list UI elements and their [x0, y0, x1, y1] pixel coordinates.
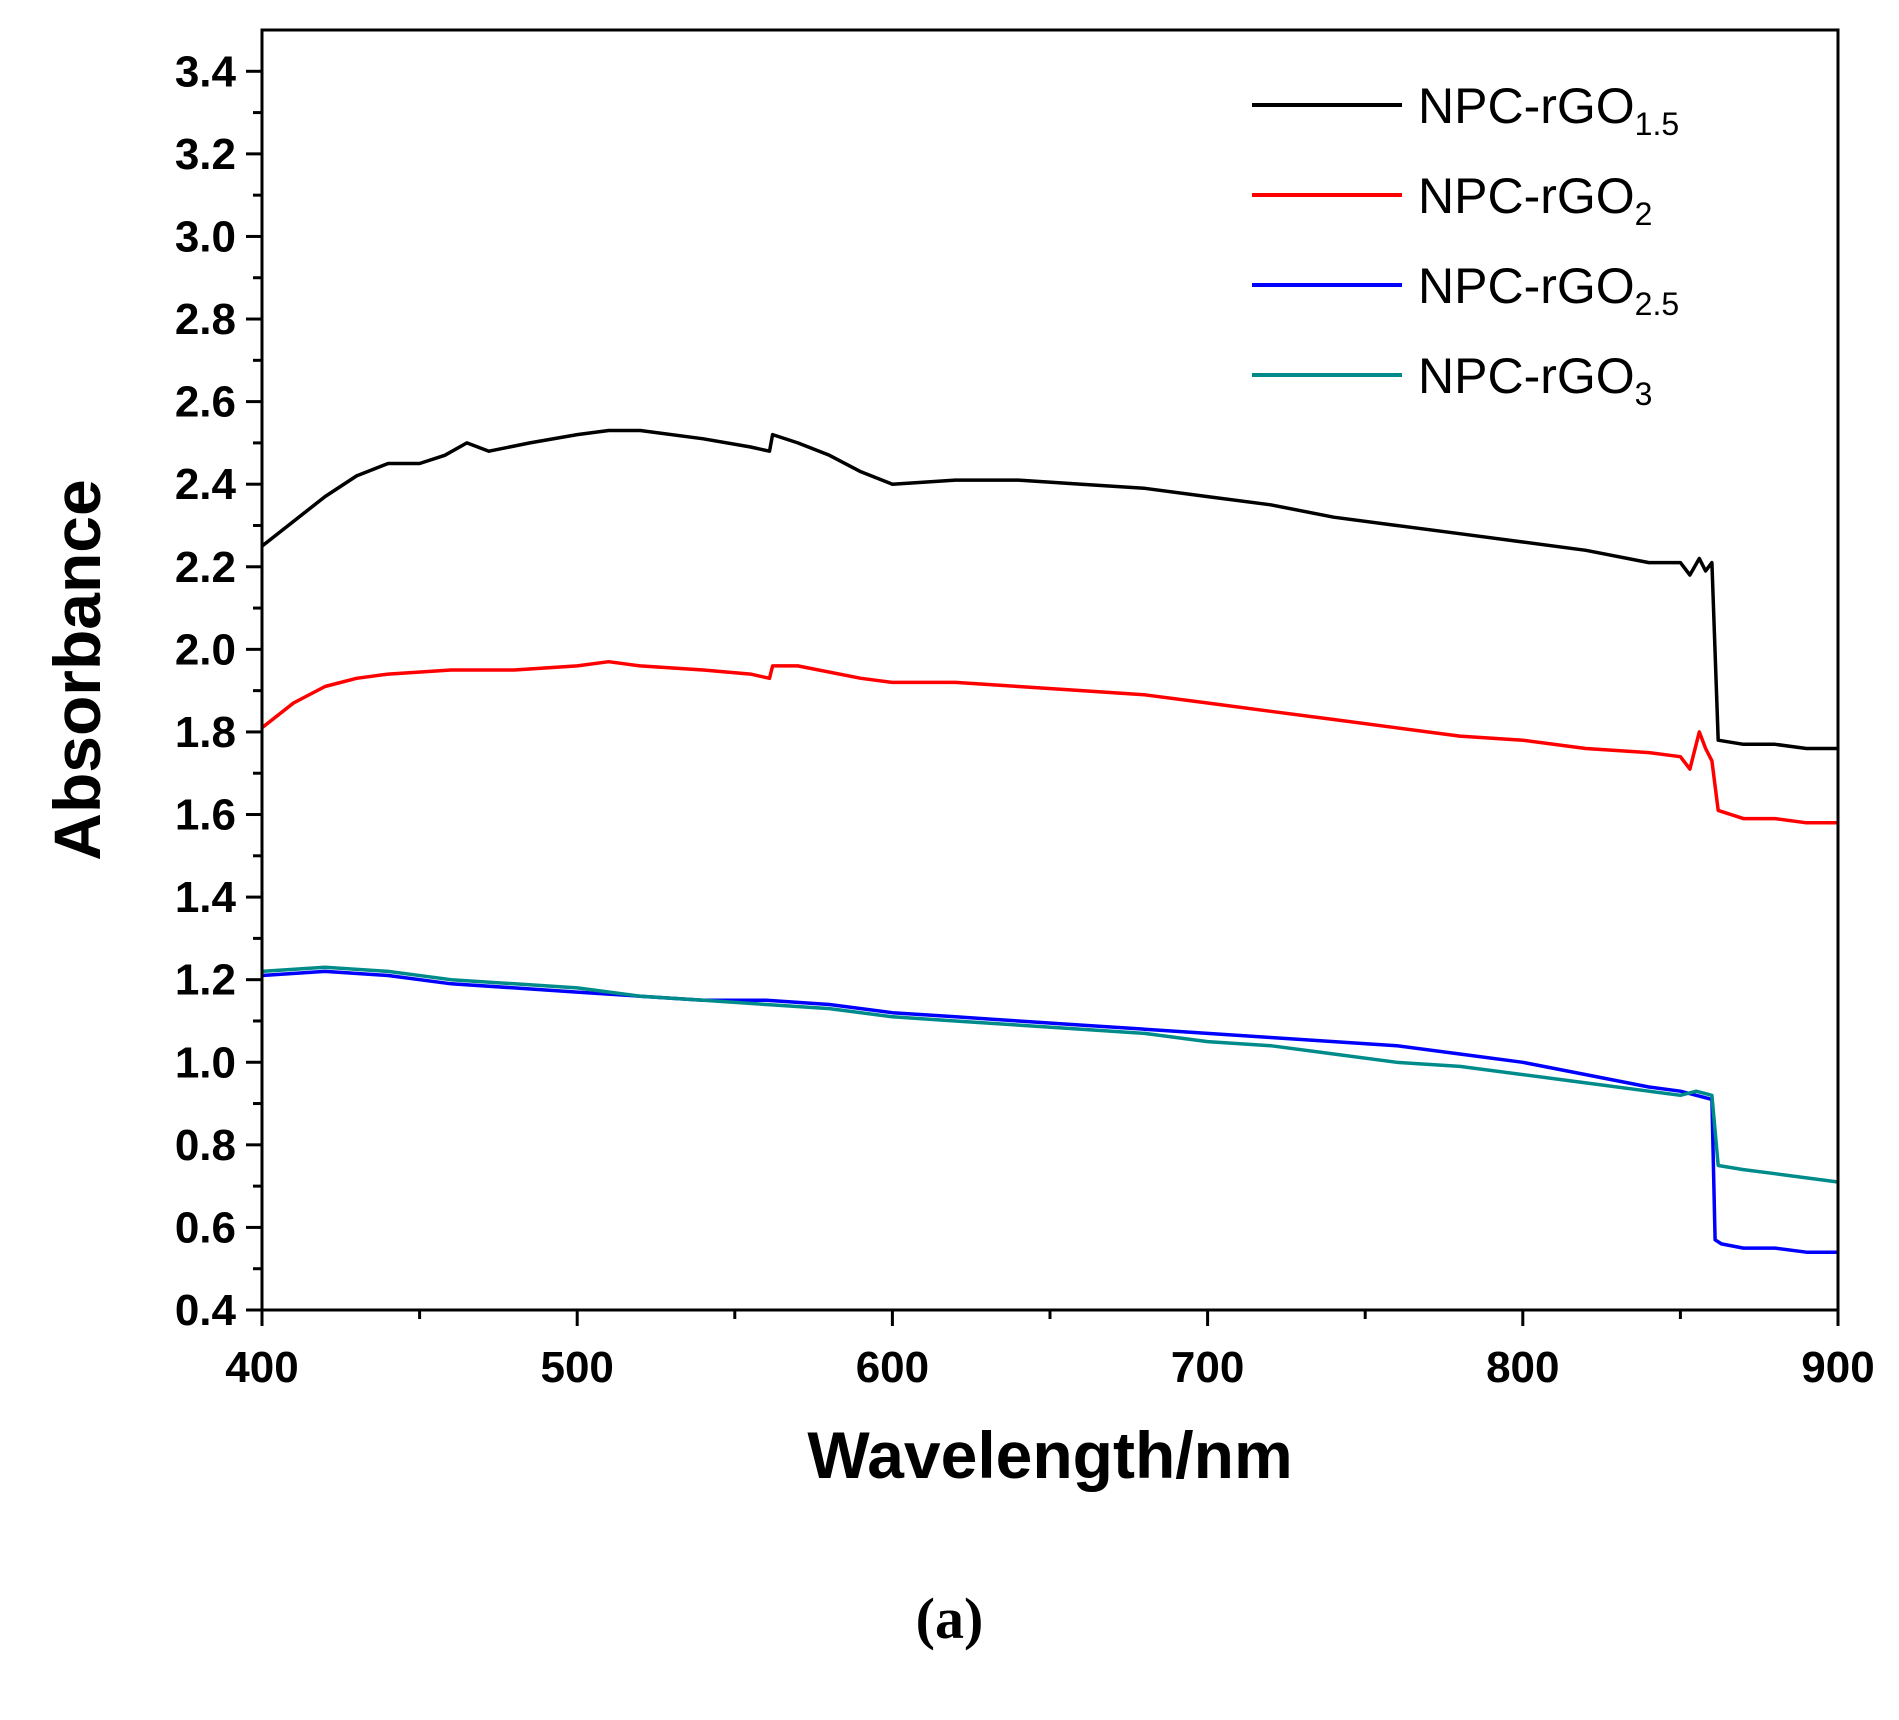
- panel-label: (a): [0, 1585, 1899, 1652]
- legend-label: NPC-rGO2: [1418, 168, 1652, 232]
- y-tick-label: 3.0: [175, 212, 236, 261]
- x-tick-label: 500: [540, 1343, 613, 1392]
- x-tick-label: 600: [856, 1343, 929, 1392]
- y-tick-label: 1.6: [175, 791, 236, 840]
- y-tick-label: 2.8: [175, 295, 236, 344]
- y-tick-label: 1.2: [175, 956, 236, 1005]
- series-line-1_5: [260, 428, 1838, 751]
- y-tick-label: 3.4: [175, 47, 237, 96]
- legend-label: NPC-rGO2.5: [1418, 258, 1679, 322]
- x-tick-label: 400: [225, 1343, 298, 1392]
- legend-label: NPC-rGO3: [1418, 348, 1652, 412]
- x-tick-label: 700: [1171, 1343, 1244, 1392]
- y-tick-label: 1.4: [175, 873, 237, 922]
- y-tick-label: 2.0: [175, 625, 236, 674]
- y-axis-title: Absorbance: [40, 479, 114, 860]
- x-axis-title: Wavelength/nm: [807, 1418, 1292, 1492]
- x-tick-label: 800: [1486, 1343, 1559, 1392]
- y-tick-label: 2.2: [175, 543, 236, 592]
- panel-label-text: (a): [915, 1586, 984, 1651]
- legend-label-subscript: 2: [1635, 196, 1653, 232]
- legend-label-base: NPC-rGO: [1418, 348, 1635, 404]
- y-tick-label: 1.8: [175, 708, 236, 757]
- series-line-2: [260, 659, 1838, 825]
- y-tick-label: 0.4: [175, 1286, 237, 1335]
- legend-label-subscript: 3: [1635, 376, 1653, 412]
- series-line-3: [261, 965, 1839, 1184]
- legend-label-subscript: 1.5: [1635, 106, 1679, 142]
- legend-label-base: NPC-rGO: [1418, 168, 1635, 224]
- legend-label: NPC-rGO1.5: [1418, 78, 1679, 142]
- y-tick-label: 3.2: [175, 130, 236, 179]
- y-tick-label: 0.6: [175, 1203, 236, 1252]
- y-tick-label: 2.6: [175, 378, 236, 427]
- legend-label-base: NPC-rGO: [1418, 78, 1635, 134]
- y-tick-label: 0.8: [175, 1121, 236, 1170]
- y-tick-label: 2.4: [175, 460, 237, 509]
- legend-label-subscript: 2.5: [1635, 286, 1679, 322]
- legend-label-base: NPC-rGO: [1418, 258, 1635, 314]
- y-tick-label: 1.0: [175, 1038, 236, 1087]
- x-tick-label: 900: [1801, 1343, 1874, 1392]
- plot-layer: 400 500 600 700 800 900 0.4 0.6 0.8 1.0 1.2 1.4 1.6 1…: [40, 28, 1875, 1492]
- series-line-2_5: [261, 969, 1838, 1254]
